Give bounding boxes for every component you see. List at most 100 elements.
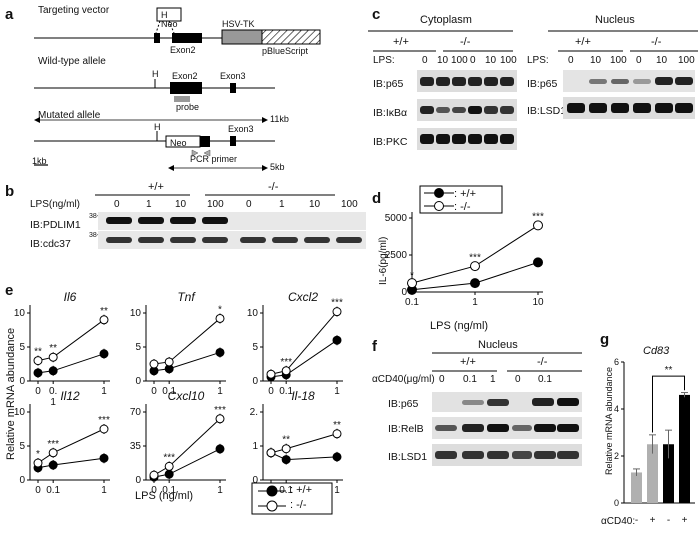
f-title-line bbox=[432, 352, 582, 354]
d-xtick-label: 10 bbox=[532, 297, 544, 308]
e-legend-marker-ko bbox=[266, 500, 278, 512]
e-sig-0-1: ** bbox=[49, 343, 57, 354]
h-label-1: H bbox=[161, 10, 168, 20]
b-dose-2: 10 bbox=[175, 199, 187, 210]
b-blot-label-2: IB:cdc37 bbox=[30, 238, 71, 250]
d-point bbox=[470, 278, 480, 289]
c-dose-1: 10 bbox=[437, 55, 449, 66]
e-point bbox=[149, 359, 159, 369]
e-legend-marker-wt bbox=[266, 485, 278, 497]
e-point bbox=[164, 461, 174, 471]
d-point bbox=[470, 261, 480, 272]
e-point bbox=[164, 357, 174, 367]
panel-d-label: d bbox=[372, 190, 382, 207]
c-title-lines bbox=[368, 30, 698, 32]
e-point bbox=[33, 356, 43, 366]
e-point bbox=[332, 307, 342, 317]
e-point bbox=[215, 347, 225, 357]
d-xtick-label: 0.1 bbox=[405, 297, 419, 308]
g-bar-1 bbox=[647, 444, 658, 503]
size-5kb-label: 5kb bbox=[270, 162, 285, 172]
c-nuc-label-p65: IB:p65 bbox=[527, 78, 558, 90]
probe-block bbox=[174, 96, 190, 102]
c-blot-pkc bbox=[417, 128, 517, 150]
b-mw-2: 38- bbox=[89, 232, 100, 239]
e-point bbox=[99, 349, 109, 359]
f-geno-lines bbox=[432, 370, 582, 372]
panel-b-label: b bbox=[5, 183, 15, 200]
e-ytick-label: 5 bbox=[252, 342, 258, 353]
e-sig-3-0: * bbox=[36, 449, 40, 460]
e-ytick-label: 2. bbox=[250, 407, 258, 418]
e-sig-4-1: *** bbox=[214, 405, 226, 416]
e-ytick-label: 5 bbox=[19, 441, 25, 452]
f-geno-wt: +/+ bbox=[460, 356, 476, 368]
c-dose-10: 10 bbox=[656, 55, 668, 66]
e-point bbox=[281, 455, 291, 465]
e-point bbox=[215, 444, 225, 454]
e-point bbox=[215, 313, 225, 323]
e-xtick-label: 0.1 bbox=[162, 386, 176, 397]
e-ytick-label: 10 bbox=[14, 407, 26, 418]
e-ytick-label: 1 bbox=[252, 441, 258, 452]
e-gene-title-0: Il6 bbox=[64, 290, 77, 304]
f-treat-label: αCD40(μg/ml) bbox=[372, 374, 435, 385]
e-sig-4-0: *** bbox=[163, 452, 175, 463]
f-blot-lsd1 bbox=[432, 444, 582, 466]
panel-f-label: f bbox=[372, 338, 377, 355]
e-xtick-label: 0 bbox=[35, 485, 41, 496]
c-geno-lines bbox=[373, 50, 698, 52]
e-gene-title-5: Il-18 bbox=[291, 389, 315, 403]
e-sig-0-0: ** bbox=[34, 347, 42, 358]
b-blot-pdlim1 bbox=[98, 212, 366, 230]
c-blot-label-ikba: IB:IκBα bbox=[373, 107, 408, 119]
f-dose-3: 0 bbox=[515, 374, 521, 385]
e-ytick-label: 0 bbox=[19, 475, 25, 486]
e-xtick-label: 0.1 bbox=[162, 485, 176, 496]
wild-type-label: Wild-type allele bbox=[38, 56, 106, 67]
c-dose-7: 10 bbox=[590, 55, 602, 66]
g-sig-label: ** bbox=[665, 365, 673, 376]
e-gene-title-2: Cxcl2 bbox=[288, 290, 318, 304]
e-xtick-label: 0 bbox=[151, 485, 157, 496]
e-gene-title-3: Il12 bbox=[60, 389, 80, 403]
mutated-label: Mutated allele bbox=[38, 110, 101, 121]
e-point bbox=[33, 368, 43, 378]
e-xtick-label: 0 bbox=[35, 386, 41, 397]
e-point bbox=[281, 366, 291, 376]
g-bar-3 bbox=[679, 394, 690, 503]
g-ytick-label: 0 bbox=[614, 498, 619, 508]
g-ytick-label: 4 bbox=[614, 404, 619, 414]
b-dose-3: 100 bbox=[207, 199, 224, 210]
d-ytick-label: 2500 bbox=[385, 250, 408, 261]
e-ytick-label: 0 bbox=[252, 376, 258, 387]
exon2-label-top: Exon2 bbox=[170, 45, 196, 55]
c-dose-5: 100 bbox=[500, 55, 517, 66]
b-geno-lines bbox=[95, 194, 335, 196]
g-treat-label: αCD40: bbox=[601, 516, 636, 527]
c-lps-label-cyto: LPS: bbox=[373, 55, 395, 66]
panel-g-label: g bbox=[600, 331, 610, 348]
e-point bbox=[332, 335, 342, 345]
e-sig-5-0: ** bbox=[282, 435, 290, 446]
e-xtick-label: 1 bbox=[217, 386, 223, 397]
b-dose-0: 0 bbox=[114, 199, 120, 210]
b-blot-label-1: IB:PDLIM1 bbox=[30, 219, 81, 231]
e-xtick-label: 0.1 bbox=[279, 485, 293, 496]
e-xtick-label: 1 bbox=[101, 386, 107, 397]
b-dose-6: 10 bbox=[309, 199, 321, 210]
d-legend-marker-wt bbox=[434, 188, 444, 198]
c-dose-11: 100 bbox=[678, 55, 695, 66]
g-xtick-label-2: - bbox=[667, 515, 670, 526]
e-xtick-label: 0 bbox=[151, 386, 157, 397]
scale-1kb-label: 1kb bbox=[32, 156, 47, 166]
e-point bbox=[266, 448, 276, 458]
e-ytick-label: 70 bbox=[130, 407, 142, 418]
f-blot-label-relb: IB:RelB bbox=[388, 423, 424, 435]
g-sig-bracket bbox=[652, 375, 685, 433]
c-dose-2: 100 bbox=[451, 55, 468, 66]
pbluescript-label: pBlueScript bbox=[262, 46, 309, 56]
f-dose-0: 0 bbox=[439, 374, 445, 385]
probe-label: probe bbox=[176, 102, 200, 112]
d-legend-wt: : +/+ bbox=[454, 188, 477, 200]
